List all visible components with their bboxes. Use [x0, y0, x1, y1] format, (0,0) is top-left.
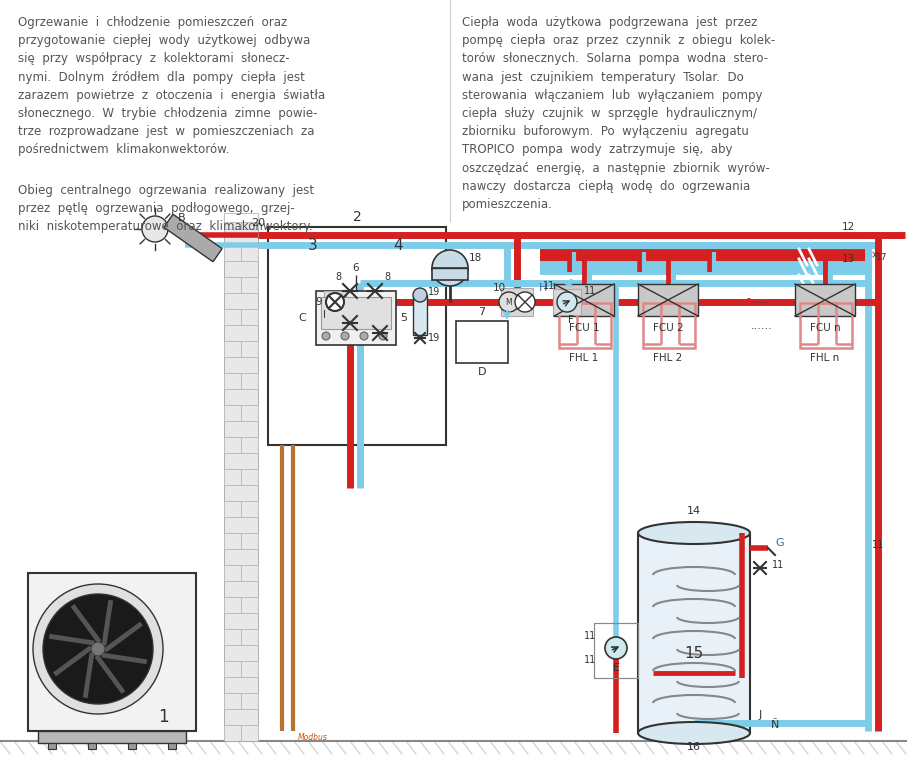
Bar — [643, 303, 695, 348]
Text: G: G — [775, 538, 785, 548]
Bar — [554, 284, 614, 316]
Text: H: H — [539, 283, 547, 293]
Polygon shape — [164, 214, 222, 261]
Circle shape — [379, 332, 387, 340]
Bar — [559, 303, 611, 348]
Ellipse shape — [638, 522, 750, 544]
Text: Obieg  centralnego  ogrzewania  realizowany  jest
przez  pętlę  ogrzewania  podł: Obieg centralnego ogrzewania realizowany… — [18, 184, 314, 233]
Bar — [594, 623, 638, 678]
Text: 11: 11 — [772, 560, 785, 570]
Bar — [638, 284, 698, 316]
Text: 13: 13 — [842, 254, 854, 264]
Bar — [268, 227, 446, 445]
Bar — [128, 743, 136, 749]
Bar — [324, 291, 346, 313]
Text: I: I — [323, 310, 326, 320]
Text: 1: 1 — [158, 708, 169, 726]
Bar — [38, 731, 186, 743]
Text: ......: ...... — [751, 321, 773, 331]
Text: FCU 2: FCU 2 — [653, 323, 683, 333]
Text: E: E — [612, 663, 619, 673]
Text: 11: 11 — [543, 281, 555, 291]
Text: FHL n: FHL n — [810, 353, 840, 363]
Circle shape — [341, 332, 349, 340]
Bar — [88, 743, 96, 749]
Circle shape — [142, 216, 168, 242]
Circle shape — [326, 293, 344, 311]
Bar — [432, 268, 468, 280]
Bar — [638, 533, 750, 733]
Text: 11: 11 — [584, 655, 596, 665]
Text: D: D — [478, 367, 486, 377]
Text: 19: 19 — [428, 287, 440, 297]
Text: C: C — [298, 313, 306, 323]
Text: 11: 11 — [872, 540, 884, 550]
Text: 19: 19 — [428, 333, 440, 343]
Text: 14: 14 — [687, 506, 701, 516]
Text: FCU n: FCU n — [810, 323, 840, 333]
Text: 7: 7 — [478, 307, 485, 317]
Ellipse shape — [638, 722, 750, 744]
Bar — [168, 743, 176, 749]
Circle shape — [515, 292, 535, 312]
Text: 11: 11 — [584, 631, 596, 641]
Text: M: M — [506, 297, 512, 307]
Text: 6: 6 — [353, 263, 359, 273]
Text: 3: 3 — [308, 237, 317, 253]
Circle shape — [432, 250, 468, 286]
Circle shape — [413, 288, 427, 302]
Bar — [48, 743, 56, 749]
Bar — [553, 289, 581, 315]
Text: J: J — [758, 710, 762, 720]
Circle shape — [499, 292, 519, 312]
Text: 8: 8 — [335, 272, 341, 282]
Text: 20: 20 — [251, 218, 265, 228]
Text: FCU 1: FCU 1 — [569, 323, 600, 333]
Text: 8: 8 — [384, 272, 390, 282]
Text: 2: 2 — [353, 210, 361, 224]
Bar — [28, 573, 196, 731]
Text: Modbus: Modbus — [298, 733, 328, 741]
Bar — [594, 623, 638, 678]
Circle shape — [360, 332, 368, 340]
Text: FHL 2: FHL 2 — [653, 353, 683, 363]
Circle shape — [557, 292, 577, 312]
Bar — [456, 321, 508, 363]
Text: 5: 5 — [401, 313, 407, 323]
Text: 17: 17 — [876, 253, 888, 261]
Text: 12: 12 — [842, 222, 854, 232]
Bar — [321, 297, 391, 329]
Bar — [316, 291, 396, 345]
Circle shape — [91, 642, 105, 656]
Text: F: F — [568, 315, 574, 325]
Text: 16: 16 — [687, 742, 701, 752]
Bar — [224, 222, 258, 741]
Text: 15: 15 — [685, 646, 704, 661]
Text: Ogrzewanie  i  chłodzenie  pomieszczeń  oraz
przygotowanie  ciepłej  wody  użytk: Ogrzewanie i chłodzenie pomieszczeń oraz… — [18, 16, 325, 156]
Text: 9: 9 — [316, 297, 322, 307]
Bar — [413, 295, 427, 335]
Bar — [501, 288, 533, 316]
Text: Ñ: Ñ — [771, 720, 779, 730]
Circle shape — [43, 594, 153, 704]
Text: 18: 18 — [468, 253, 482, 263]
Text: 11: 11 — [584, 286, 596, 296]
Circle shape — [322, 332, 330, 340]
Text: Ciepła  woda  użytkowa  podgrzewana  jest  przez
pompę  ciepła  oraz  przez  czy: Ciepła woda użytkowa podgrzewana jest pr… — [462, 16, 775, 211]
Text: 10: 10 — [493, 283, 505, 293]
Text: FHL 1: FHL 1 — [570, 353, 599, 363]
Text: 4: 4 — [394, 237, 403, 253]
Bar — [800, 303, 852, 348]
Text: B: B — [178, 213, 186, 223]
Text: ×: × — [871, 250, 879, 260]
Circle shape — [605, 637, 627, 659]
Text: ......: ...... — [749, 295, 771, 305]
Circle shape — [33, 584, 163, 714]
Bar — [795, 284, 855, 316]
